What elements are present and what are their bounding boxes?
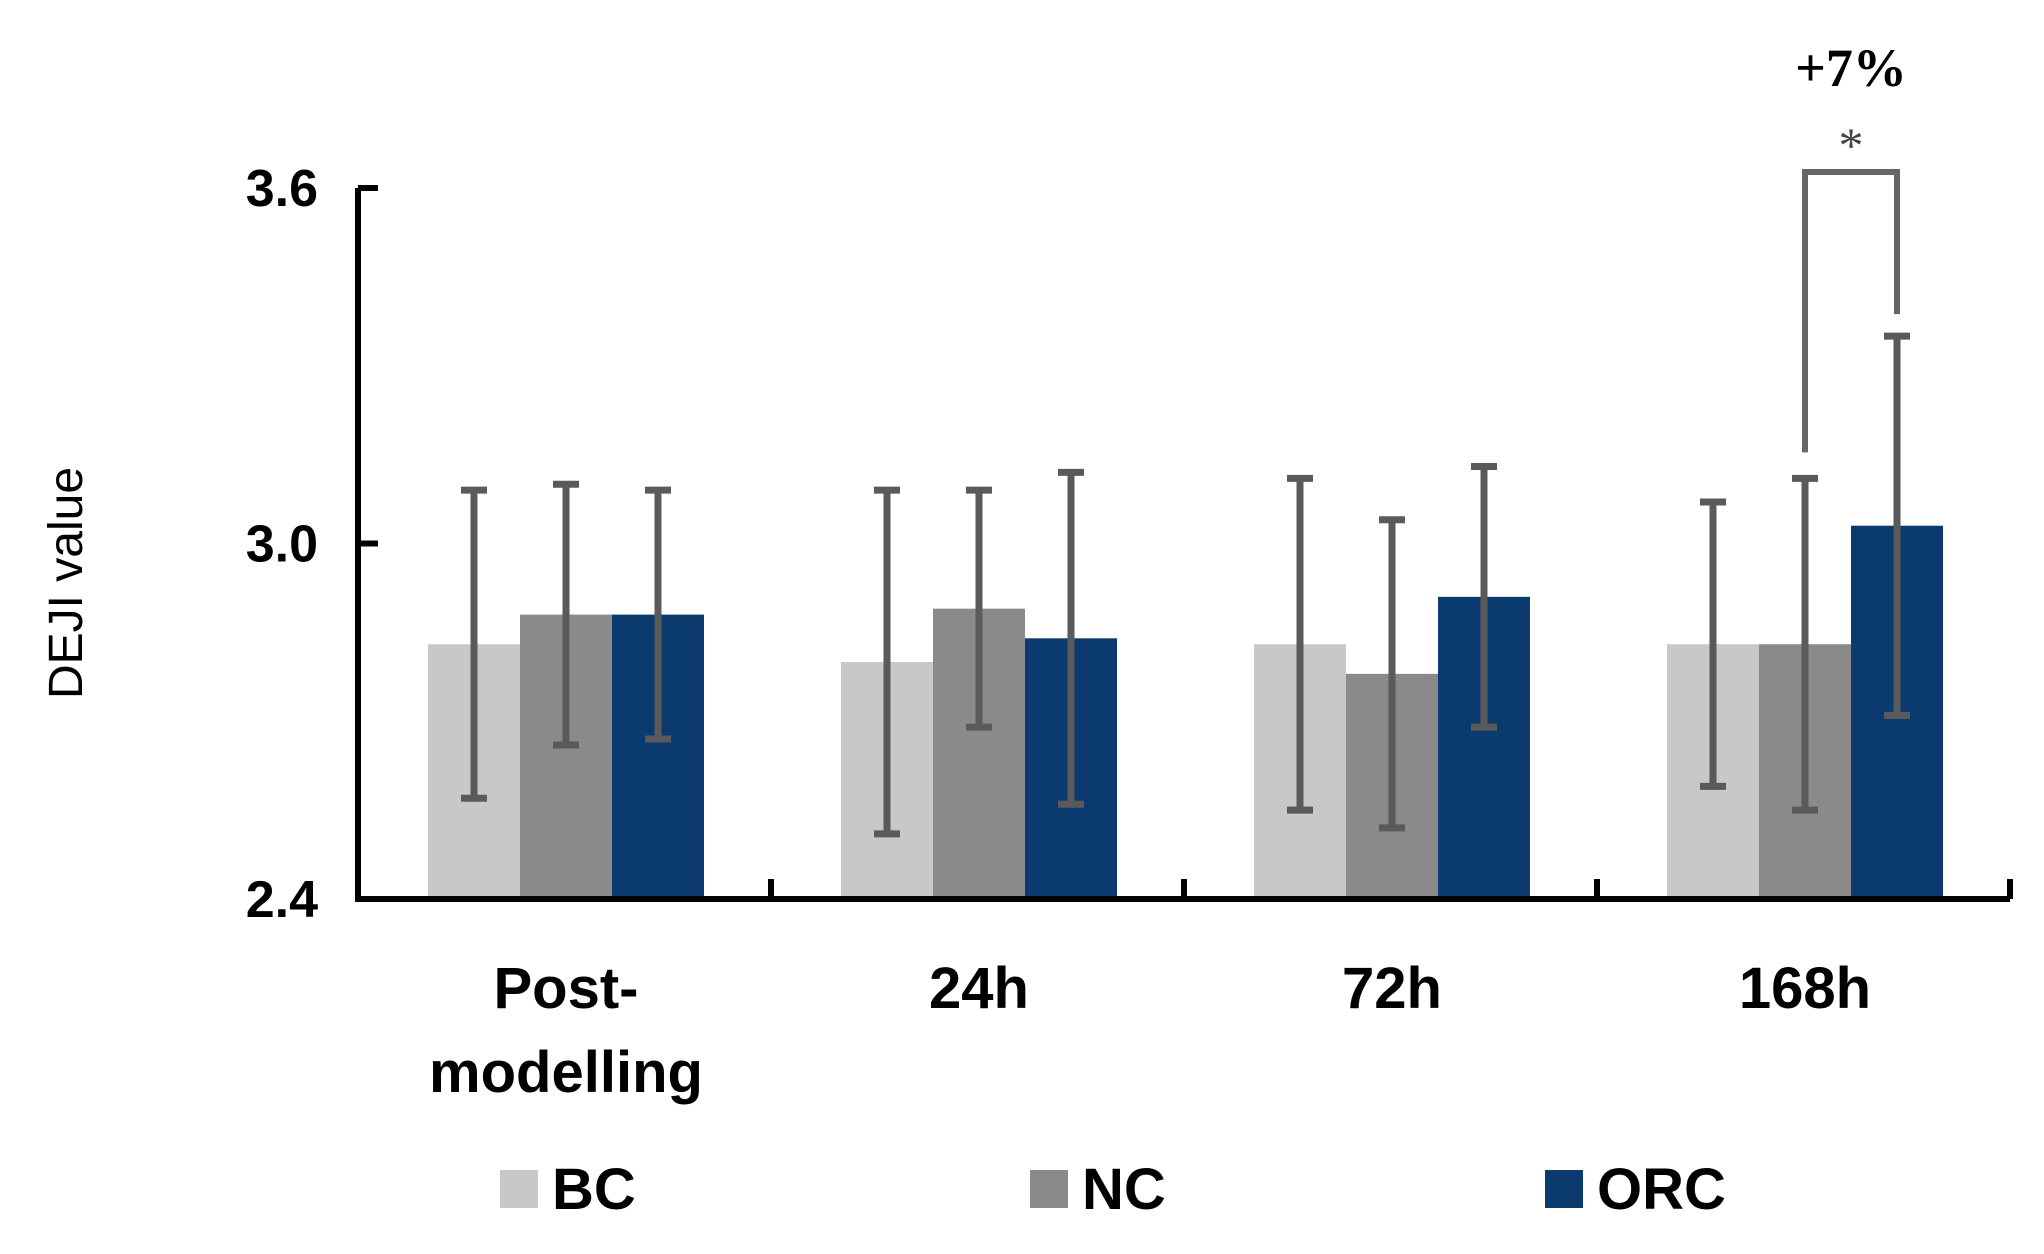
category-label: 72h: [1342, 956, 1442, 1021]
y-tick-label: 2.4: [246, 871, 318, 929]
error-bar: [966, 486, 992, 731]
y-tick-label: 3.0: [246, 516, 318, 574]
category-label: modelling: [429, 1040, 703, 1105]
legend-label-nc: NC: [1082, 1157, 1166, 1222]
legend-swatch-orc: [1545, 1170, 1583, 1208]
y-ticks: 2.4 3.0 3.6: [246, 160, 378, 929]
error-bar: [1471, 462, 1497, 731]
error-bars-layer: [461, 332, 1910, 838]
error-bar: [1792, 474, 1818, 814]
y-tick-label: 3.6: [246, 160, 318, 218]
legend: BC NC ORC: [500, 1157, 1726, 1222]
significance-star: *: [1839, 117, 1864, 173]
error-bar: [553, 480, 579, 749]
x-ticks: [768, 879, 2013, 899]
error-bar: [461, 486, 487, 802]
error-bar: [1379, 516, 1405, 832]
y-axis-label: DEJI value: [40, 467, 93, 699]
bars-layer: [428, 525, 1943, 899]
legend-label-bc: BC: [552, 1157, 636, 1222]
category-label: Post-: [494, 956, 639, 1021]
percent-change-label: +7%: [1795, 38, 1907, 98]
legend-swatch-nc: [1030, 1170, 1068, 1208]
error-bar: [874, 486, 900, 838]
error-bar: [1287, 474, 1313, 814]
category-label: 168h: [1739, 956, 1871, 1021]
legend-swatch-bc: [500, 1170, 538, 1208]
significance-bracket: [1802, 169, 1900, 453]
category-label: 24h: [929, 956, 1029, 1021]
error-bar: [1884, 332, 1910, 719]
error-bar: [645, 486, 671, 743]
legend-label-orc: ORC: [1597, 1157, 1726, 1222]
error-bar: [1058, 468, 1084, 808]
error-bar: [1700, 498, 1726, 790]
